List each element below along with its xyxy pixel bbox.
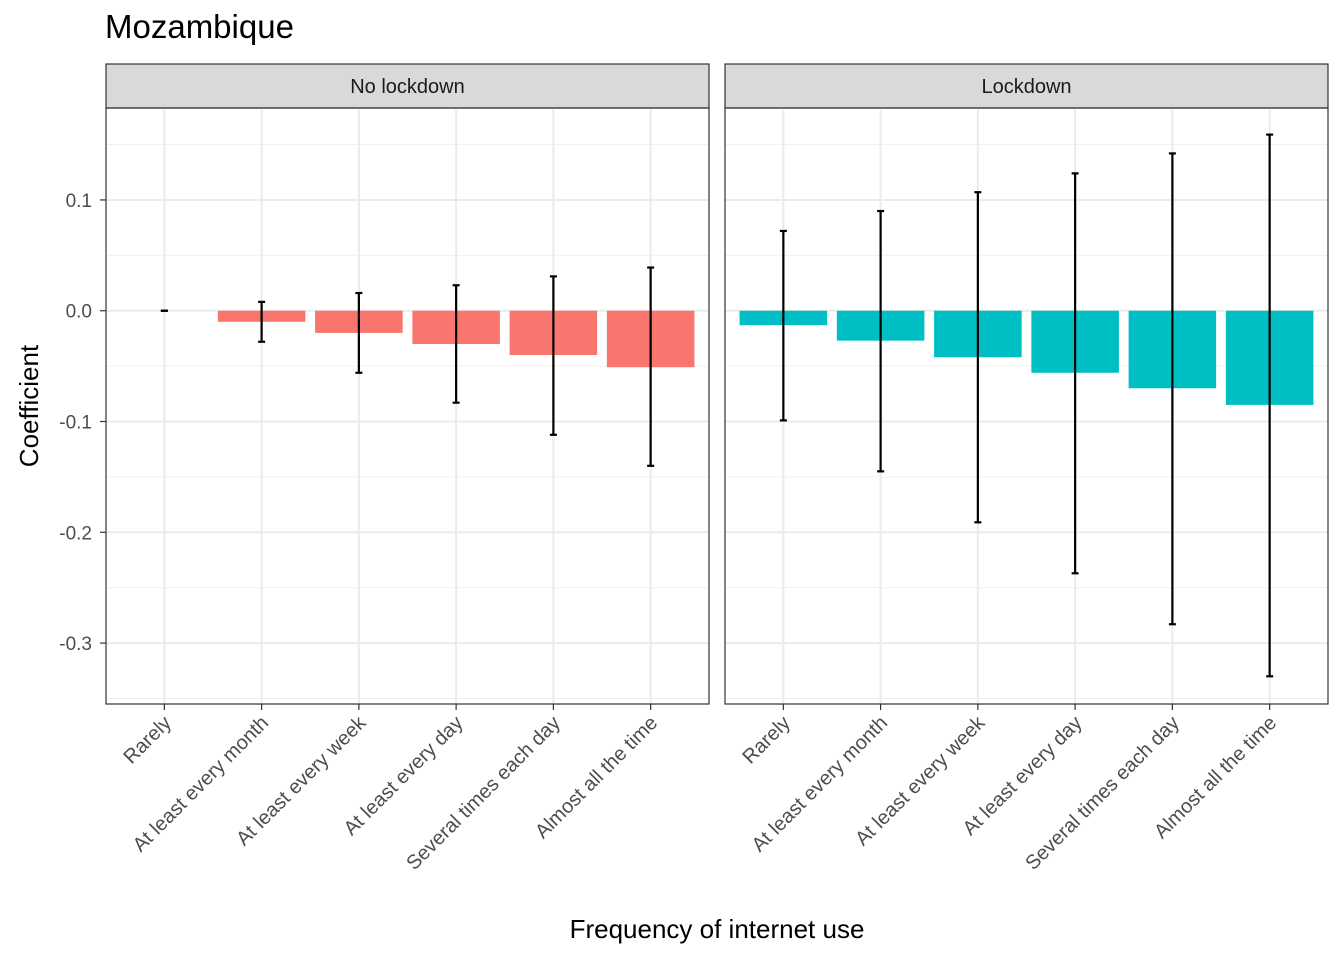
- facet-label: No lockdown: [350, 76, 465, 98]
- panel-border: [105, 107, 710, 705]
- x-tick-label: Rarely: [119, 712, 175, 768]
- y-axis-title: Coefficient: [14, 344, 44, 467]
- y-tick-label: 0.0: [66, 302, 92, 323]
- x-tick-label: Rarely: [738, 712, 794, 768]
- facet-strip: [724, 63, 1329, 109]
- facet-label: Lockdown: [981, 76, 1071, 98]
- y-tick-label: 0.1: [66, 191, 92, 212]
- x-axis-title: Frequency of internet use: [570, 914, 865, 944]
- facet-strip: [105, 63, 710, 109]
- y-tick-label: -0.2: [59, 523, 92, 544]
- panel-border: [724, 107, 1329, 705]
- y-tick-label: -0.1: [59, 413, 92, 434]
- y-tick-label: -0.3: [59, 634, 92, 655]
- chart-title: Mozambique: [105, 8, 294, 45]
